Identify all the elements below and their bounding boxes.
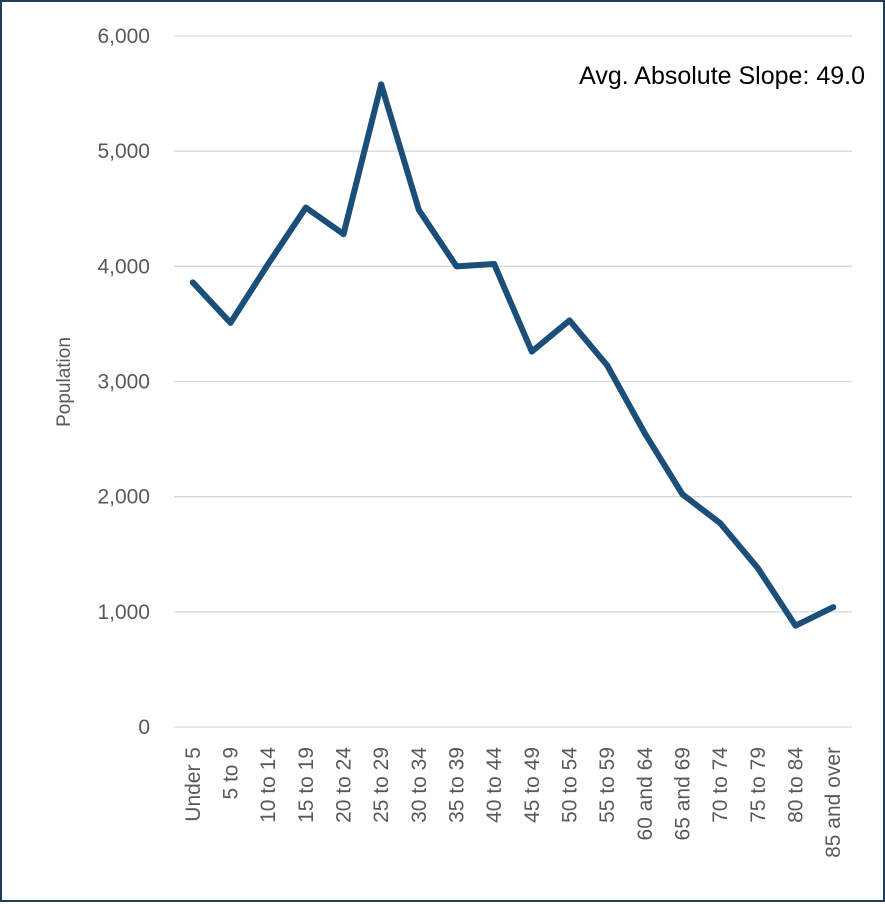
- data-point: [227, 319, 234, 326]
- x-tick-label: 30 to 34: [408, 747, 431, 823]
- data-point: [754, 565, 761, 572]
- data-point: [340, 231, 347, 238]
- x-tick-label: 70 to 74: [709, 747, 732, 823]
- y-tick-label: 1,000: [97, 601, 150, 624]
- data-point: [189, 279, 196, 286]
- x-tick-label: 45 to 49: [521, 747, 544, 823]
- y-tick-label: 6,000: [97, 25, 150, 48]
- x-tick-label: 15 to 19: [295, 747, 318, 823]
- x-tick-label: 50 to 54: [559, 747, 582, 823]
- data-point: [641, 430, 648, 437]
- data-point: [491, 261, 498, 268]
- x-tick-label: 25 to 29: [370, 747, 393, 823]
- x-tick-label: 75 to 79: [747, 747, 770, 823]
- x-tick-label: 20 to 24: [333, 747, 356, 823]
- x-tick-label: 5 to 9: [220, 747, 243, 800]
- y-axis-label: Population: [54, 337, 75, 427]
- y-axis-tick-labels: 0 1,000 2,000 3,000 4,000 5,000 6,000: [97, 25, 150, 739]
- x-axis-tick-labels: Under 5 5 to 9 10 to 14 15 to 19 20 to 24 25 …: [182, 747, 845, 858]
- data-point: [604, 362, 611, 369]
- data-point: [792, 622, 799, 629]
- data-point: [717, 520, 724, 527]
- series-layer: [189, 81, 837, 629]
- x-tick-label: 55 to 59: [596, 747, 619, 823]
- data-point: [302, 204, 309, 211]
- y-tick-label: 4,000: [97, 255, 150, 278]
- data-point: [566, 317, 573, 324]
- x-tick-label: 80 to 84: [785, 747, 808, 823]
- data-point: [679, 491, 686, 498]
- x-tick-label: 40 to 44: [483, 747, 506, 823]
- y-tick-label: 3,000: [97, 371, 150, 394]
- data-point: [453, 263, 460, 270]
- y-tick-label: 0: [138, 716, 150, 739]
- x-tick-label: 60 and 64: [634, 747, 657, 841]
- data-point: [378, 81, 385, 88]
- avg-slope-annotation: Avg. Absolute Slope: 49.0: [579, 62, 865, 90]
- data-point: [415, 206, 422, 213]
- data-point: [528, 348, 535, 355]
- x-tick-label: 35 to 39: [446, 747, 469, 823]
- x-tick-label: 85 and over: [822, 747, 845, 858]
- x-tick-label: 10 to 14: [257, 747, 280, 823]
- data-point: [265, 261, 272, 268]
- y-tick-label: 2,000: [97, 486, 150, 509]
- x-tick-label: 65 and 69: [672, 747, 695, 840]
- data-point: [830, 604, 837, 611]
- gridlines: [174, 35, 852, 728]
- y-tick-label: 5,000: [97, 140, 150, 163]
- population-line: [189, 81, 837, 629]
- x-tick-label: Under 5: [182, 747, 205, 822]
